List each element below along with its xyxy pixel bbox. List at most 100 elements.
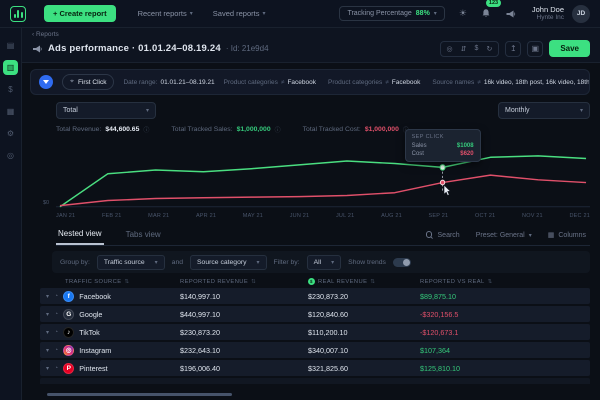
attribution-chip[interactable]: ⌖ First Click: [62, 74, 115, 90]
table-controls: Group by: Traffic source ▾ and Source ca…: [52, 251, 590, 273]
data-table: Traffic source ⇅ Reported revenue ⇅ $ Re…: [40, 275, 590, 376]
notifications-button[interactable]: 123: [481, 0, 502, 23]
table-row[interactable]: ▾ ◔ P Pinterest $196,006.40 $321,825.60 $125,8…: [40, 360, 590, 376]
chevron-down-icon: ▾: [579, 108, 583, 114]
col-traffic-source[interactable]: Traffic source ⇅: [65, 278, 130, 285]
instagram-icon: ◎: [63, 344, 75, 356]
traffic-source-cell: ▾ ◔ ♪ TikTok: [40, 326, 180, 338]
sort-icon: ⇅: [370, 278, 376, 285]
sidebar-item-sources-icon[interactable]: ▦: [6, 107, 15, 116]
filter-label: Source names: [432, 78, 475, 86]
sales-highlight-marker: [439, 164, 446, 171]
create-report-button[interactable]: + Create report: [44, 5, 116, 22]
col-real-revenue[interactable]: $ Real revenue ⇅: [308, 278, 420, 285]
facebook-icon: f: [63, 290, 75, 302]
x-axis-label: AUG 21: [381, 213, 402, 219]
granularity-select[interactable]: Monthly ▾: [498, 102, 590, 119]
tracking-percentage-value: 88%: [415, 10, 430, 17]
columns-button[interactable]: ▦ Columns: [547, 231, 586, 240]
avatar[interactable]: JD: [572, 4, 590, 23]
expand-caret-icon[interactable]: ▾: [46, 293, 50, 300]
real-revenue-cell: $120,840.60: [308, 309, 348, 319]
col-reported-revenue[interactable]: Reported revenue ⇅: [180, 278, 257, 285]
filter-by-select[interactable]: All ▾: [306, 254, 342, 270]
table-row[interactable]: ▾ ◔ ♪ TikTok $230,873.20 $110,200.10 -$120,673…: [40, 324, 590, 340]
expand-caret-icon[interactable]: ▾: [46, 365, 50, 372]
megaphone-icon: [33, 45, 42, 52]
table-body: ▾ ◔ f Facebook $140,997.10 $230,873.20 $89,875…: [40, 288, 590, 376]
google-icon: G: [63, 308, 75, 320]
tab-tabs-view[interactable]: Tabs view: [125, 230, 161, 239]
x-axis-label: OCT 21: [475, 213, 496, 219]
filter-icon[interactable]: [39, 75, 53, 89]
filter-item[interactable]: Source names ≠ 16k video, 18th post, 16k v…: [432, 78, 589, 86]
report-tools-group: ◎ ⇵ $ ↻: [439, 40, 500, 57]
filter-operator-icon: ≠: [280, 78, 285, 86]
chevron-down-icon: ▾: [145, 108, 149, 114]
report-id: · Id: 21e9d4: [225, 44, 269, 53]
source-type-icon: ◔: [54, 310, 59, 318]
show-trends-toggle[interactable]: [392, 257, 411, 267]
real-revenue-cell: $340,007.10: [308, 345, 348, 355]
back-chevron-icon: ‹: [32, 31, 35, 38]
nav-saved-reports[interactable]: Saved reports ▾: [212, 9, 266, 18]
sidebar-item-help-icon[interactable]: ◎: [7, 151, 14, 160]
chevron-down-icon: ▾: [262, 11, 266, 17]
expand-caret-icon[interactable]: ▾: [46, 329, 50, 336]
sidebar-item-reports-icon[interactable]: ▥: [3, 60, 18, 75]
reported-vs-real-cell: $107,364: [420, 345, 450, 355]
cost-highlight-marker: [439, 179, 446, 186]
tiktok-icon: ♪: [63, 326, 75, 338]
refresh-icon[interactable]: ↻: [486, 45, 493, 53]
table-row[interactable]: ▾ ◔ f Facebook $140,997.10 $230,873.20 $89,875…: [40, 288, 590, 304]
megaphone-icon[interactable]: [505, 9, 516, 19]
reported-vs-real-cell: $125,810.10: [420, 363, 460, 373]
swap-icon[interactable]: ⇵: [460, 45, 467, 53]
chevron-down-icon: ▾: [189, 11, 193, 17]
chart-stats: Total Revenue: $44,600.65 ⓘ Total Tracked S…: [56, 125, 590, 134]
preset-dropdown[interactable]: Preset: General ▾: [475, 231, 532, 239]
sort-icon: ⇅: [487, 278, 493, 285]
group-by-select[interactable]: Traffic source ▾: [96, 254, 165, 270]
date-range-filter[interactable]: Date range: 01.01.21–08.19.21: [123, 78, 215, 86]
filter-value: Facebook: [287, 78, 316, 86]
dollar-icon[interactable]: $: [474, 45, 479, 52]
real-revenue-cell: $321,825.60: [308, 363, 348, 373]
tab-nested-view[interactable]: Nested view: [56, 225, 104, 245]
search-button[interactable]: Search: [425, 231, 460, 239]
filter-item[interactable]: Product categories ≠ Facebook: [224, 79, 316, 86]
line-sales: [59, 155, 587, 208]
duplicate-button[interactable]: ▣: [527, 40, 544, 57]
tracking-percentage-dropdown[interactable]: Tracking Percentage 88% ▾: [339, 6, 445, 21]
chart-x-labels: JAN 21 FEB 21 MAR 21 APR 21 MAY 21 JUN 21 JUL …: [56, 213, 590, 219]
expand-caret-icon[interactable]: ▾: [46, 347, 50, 354]
reported-revenue-cell: $232,643.10: [180, 345, 220, 355]
source-name: Facebook: [79, 291, 111, 301]
eye-icon[interactable]: ◎: [446, 45, 453, 53]
table-row[interactable]: ▾ ◔ ◎ Instagram $232,643.10 $340,007.10 $107,3…: [40, 342, 590, 358]
chart-svg: [56, 155, 590, 208]
traffic-source-cell: ▾ ◔ G Google: [40, 308, 180, 320]
filter-item[interactable]: Product categories ≠ Facebook: [328, 79, 420, 86]
reported-vs-real-cell: -$320,156.5: [420, 309, 459, 319]
save-button[interactable]: Save: [549, 40, 590, 57]
chart-tooltip: SEP CLICK Sales $1008 Cost $620: [404, 129, 481, 162]
horizontal-scrollbar[interactable]: [47, 393, 232, 396]
x-axis-label: JAN 21: [56, 213, 76, 219]
x-axis-label: NOV 21: [522, 213, 543, 219]
sidebar-item-billing-icon[interactable]: $: [8, 85, 13, 94]
app-logo: [10, 5, 26, 22]
sidebar-item-overview-icon[interactable]: ▤: [6, 41, 15, 50]
group-by-secondary-select[interactable]: Source category ▾: [190, 254, 267, 270]
nav-recent-reports[interactable]: Recent reports ▾: [137, 9, 193, 18]
breadcrumb[interactable]: ‹ Reports: [32, 31, 59, 38]
filter-items: Product categories ≠ Facebook Product categ…: [224, 78, 589, 86]
expand-caret-icon[interactable]: ▾: [46, 311, 50, 318]
theme-icon[interactable]: ☀: [458, 8, 467, 18]
table-row[interactable]: ▾ ◔ G Google $440,997.10 $120,840.60 -$320,156…: [40, 306, 590, 322]
col-reported-vs-real[interactable]: Reported vs real ⇅: [420, 278, 493, 285]
share-button[interactable]: ↥: [505, 40, 522, 57]
metric-select[interactable]: Total ▾: [56, 102, 156, 119]
sidebar-item-settings-icon[interactable]: ⚙: [6, 129, 15, 138]
